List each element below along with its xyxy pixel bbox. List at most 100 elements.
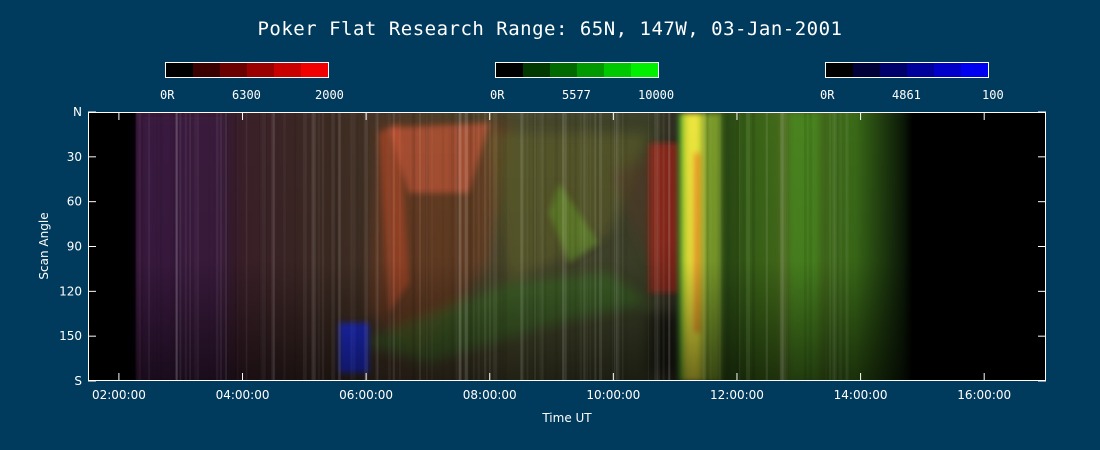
texture-streak <box>825 113 827 380</box>
texture-streak <box>179 113 182 380</box>
texture-streak <box>456 113 458 380</box>
texture-streak <box>808 113 813 380</box>
texture-streak <box>425 113 429 380</box>
texture-streak <box>526 113 529 380</box>
texture-streak <box>846 113 848 380</box>
colorbar-6300-swatch <box>166 63 193 77</box>
texture-streak <box>779 113 784 380</box>
texture-streak <box>273 113 276 380</box>
texture-streak <box>259 113 261 380</box>
texture-streak <box>317 113 321 380</box>
texture-streak <box>172 113 176 380</box>
texture-streak <box>599 113 603 380</box>
texture-streak <box>175 113 178 380</box>
texture-streak <box>463 113 468 380</box>
texture-streak <box>562 113 565 380</box>
texture-streak <box>539 113 542 380</box>
texture-streak <box>413 113 415 380</box>
colorbar-5577-swatch <box>604 63 631 77</box>
texture-streak <box>610 113 613 380</box>
texture-streak <box>614 113 617 380</box>
y-axis: N 30 60 90 120 150 S <box>59 105 1046 388</box>
colorbar-6300-max-label: 2000 <box>315 88 344 102</box>
colorbar-5577-swatch <box>577 63 604 77</box>
texture-streak <box>356 113 359 380</box>
texture-streak <box>520 113 525 380</box>
texture-streak <box>392 113 395 380</box>
colorbar-4861-swatch <box>961 63 988 77</box>
texture-streak <box>464 113 469 380</box>
texture-streak <box>829 113 832 380</box>
texture-streak <box>589 113 591 380</box>
y-tick-label: S <box>74 374 82 388</box>
colorbar-4861-swatch <box>880 63 907 77</box>
texture-streak <box>738 113 741 380</box>
x-tick-label: 12:00:00 <box>710 388 764 402</box>
colorbar-6300-swatch <box>247 63 274 77</box>
colorbar-5577-swatch <box>523 63 550 77</box>
texture-streak <box>451 113 455 380</box>
texture-streak <box>780 113 783 380</box>
texture-streak <box>225 113 229 380</box>
texture-streak <box>228 113 233 380</box>
texture-streak <box>803 113 807 380</box>
texture-streak <box>594 113 597 380</box>
texture-streak <box>474 113 477 380</box>
texture-streak <box>329 113 332 380</box>
texture-streak <box>479 113 482 380</box>
texture-streak <box>311 113 315 380</box>
colorbar-4861-min-label: 0R <box>820 88 835 102</box>
colorbar-4861-swatch <box>934 63 961 77</box>
texture-streak <box>169 113 174 380</box>
texture-streak <box>455 113 460 380</box>
texture-streak <box>765 113 768 380</box>
texture-streak <box>501 113 504 380</box>
texture-streak <box>498 113 502 380</box>
texture-streak <box>503 113 507 380</box>
texture-streak <box>468 113 472 380</box>
texture-streak <box>419 113 421 380</box>
texture-streak <box>208 113 210 380</box>
texture-streak <box>468 113 472 380</box>
texture-streak <box>388 113 392 380</box>
texture-streak <box>574 113 577 380</box>
texture-streak <box>235 113 239 380</box>
texture-streak <box>294 113 297 380</box>
texture-streak <box>388 113 391 380</box>
texture-streak <box>718 113 722 380</box>
texture-streak <box>622 113 624 380</box>
colorbar-5577-min-label: 0R <box>490 88 505 102</box>
texture-streak <box>586 113 588 380</box>
texture-streak <box>782 113 786 380</box>
texture-streak <box>554 113 558 380</box>
texture-streak <box>141 113 145 380</box>
texture-streak <box>375 113 378 380</box>
texture-streak <box>384 113 386 380</box>
texture-streak <box>495 113 497 380</box>
x-tick-label: 16:00:00 <box>957 388 1011 402</box>
texture-streak <box>458 113 462 380</box>
texture-streak <box>737 113 742 380</box>
texture-streak <box>656 113 660 380</box>
colorbar-5577-swatch <box>631 63 658 77</box>
texture-streak <box>473 113 475 380</box>
colorbar-6300-swatch <box>274 63 301 77</box>
colorbar-4861-swatch <box>826 63 853 77</box>
texture-streak <box>484 113 487 380</box>
texture-streak <box>359 113 363 380</box>
texture-streak <box>613 113 618 380</box>
texture-streak <box>668 113 670 380</box>
colorbar-5577-swatch <box>496 63 523 77</box>
texture-streak <box>832 113 835 380</box>
texture-streak <box>271 113 275 380</box>
texture-streak <box>245 113 248 380</box>
texture-streak <box>236 113 239 380</box>
colorbar-6300-swatch <box>193 63 220 77</box>
texture-streak <box>426 113 428 380</box>
texture-streak <box>613 113 616 380</box>
texture-streak <box>261 113 265 380</box>
texture-streak <box>837 113 841 380</box>
texture-streak <box>399 113 401 380</box>
y-tick-label: 120 <box>59 284 82 298</box>
texture-streak <box>235 113 237 380</box>
